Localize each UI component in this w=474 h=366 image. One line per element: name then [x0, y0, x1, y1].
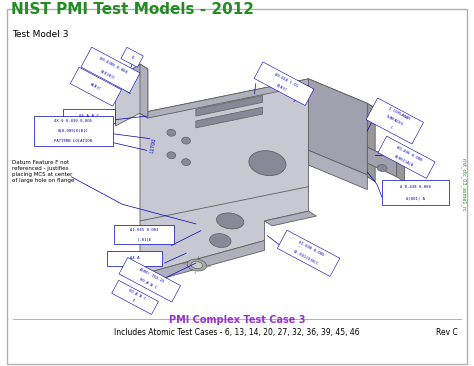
Polygon shape	[116, 64, 148, 85]
Polygon shape	[140, 64, 148, 118]
Ellipse shape	[167, 129, 176, 136]
FancyBboxPatch shape	[70, 67, 121, 106]
Text: ⊙|002|A|B: ⊙|002|A|B	[394, 154, 415, 168]
Text: ⊙0.010 1.01: ⊙0.010 1.01	[273, 72, 299, 88]
Text: ⌀1.065 0.003: ⌀1.065 0.003	[130, 228, 158, 232]
FancyBboxPatch shape	[107, 251, 162, 266]
Text: nist_ctc_03_asme1_rc: nist_ctc_03_asme1_rc	[461, 158, 466, 212]
Ellipse shape	[249, 151, 286, 176]
FancyBboxPatch shape	[121, 47, 143, 67]
FancyBboxPatch shape	[34, 116, 113, 146]
Text: L1700: L1700	[150, 138, 157, 153]
Ellipse shape	[210, 234, 231, 247]
Text: NIST PMI Test Models - 2012: NIST PMI Test Models - 2012	[10, 2, 254, 17]
Text: 00 A B C: 00 A B C	[128, 288, 146, 300]
Polygon shape	[140, 79, 309, 221]
Ellipse shape	[191, 261, 203, 269]
Text: Datum Feature F not
referenced - justifies
placing MCS at center
of large hole o: Datum Feature F not referenced - justifi…	[11, 160, 74, 183]
FancyBboxPatch shape	[114, 225, 174, 244]
Ellipse shape	[187, 259, 207, 271]
Polygon shape	[367, 147, 405, 164]
Text: ⌀4 A: ⌀4 A	[130, 256, 139, 260]
Text: D: D	[130, 55, 134, 60]
Ellipse shape	[217, 213, 244, 229]
Ellipse shape	[182, 159, 191, 165]
Polygon shape	[367, 147, 397, 177]
FancyBboxPatch shape	[112, 280, 158, 314]
Text: ⊙|001| A: ⊙|001| A	[406, 197, 425, 201]
Polygon shape	[309, 79, 375, 108]
FancyBboxPatch shape	[254, 62, 314, 105]
Text: PMI Complex Test Case 3: PMI Complex Test Case 3	[169, 315, 305, 325]
Text: ⊙|0.009|D|B|C: ⊙|0.009|D|B|C	[58, 129, 89, 133]
Text: ⊙0.4388 0.008: ⊙0.4388 0.008	[99, 56, 128, 74]
Text: D|B|C: D|B|C	[276, 83, 288, 92]
Text: 00 A B C: 00 A B C	[138, 277, 157, 290]
Polygon shape	[196, 107, 263, 128]
Text: E: E	[131, 298, 136, 303]
Ellipse shape	[182, 137, 191, 144]
Text: ⌀5 A B C: ⌀5 A B C	[79, 114, 99, 118]
FancyBboxPatch shape	[63, 109, 115, 123]
FancyBboxPatch shape	[7, 9, 467, 364]
Text: ⌀500/.75X.25: ⌀500/.75X.25	[138, 268, 165, 284]
Polygon shape	[309, 79, 367, 175]
Text: ⊙|D|B|C: ⊙|D|B|C	[100, 69, 116, 81]
FancyBboxPatch shape	[81, 47, 140, 93]
Text: SURFACES: SURFACES	[385, 115, 404, 127]
Polygon shape	[140, 79, 316, 118]
Text: ⊙|.001|D|B|C: ⊙|.001|D|B|C	[293, 249, 320, 266]
Polygon shape	[264, 211, 316, 226]
Text: C: C	[389, 126, 393, 130]
Text: Rev C: Rev C	[436, 328, 457, 337]
Text: PATTERN LOCATION: PATTERN LOCATION	[55, 139, 92, 143]
Polygon shape	[397, 160, 405, 182]
Text: 01.000 0.005: 01.000 0.005	[297, 240, 324, 257]
Text: 4X ⊙ 0.030 0.006: 4X ⊙ 0.030 0.006	[55, 119, 92, 123]
Text: 2 COPLANAR: 2 COPLANAR	[387, 107, 410, 122]
Polygon shape	[367, 103, 375, 182]
Polygon shape	[116, 64, 148, 126]
Text: |-01|E: |-01|E	[137, 237, 151, 241]
Polygon shape	[309, 150, 367, 190]
Ellipse shape	[377, 165, 387, 172]
Text: ⊙ 0.438 0.008: ⊙ 0.438 0.008	[400, 185, 431, 188]
FancyBboxPatch shape	[366, 98, 423, 144]
FancyBboxPatch shape	[119, 258, 181, 302]
Text: Test Model 3: Test Model 3	[13, 30, 69, 39]
Polygon shape	[140, 187, 309, 275]
FancyBboxPatch shape	[277, 230, 340, 276]
FancyBboxPatch shape	[382, 180, 449, 205]
Polygon shape	[140, 240, 264, 285]
Text: Includes Atomic Test Cases - 6, 13, 14, 20, 27, 32, 36, 39, 45, 46: Includes Atomic Test Cases - 6, 13, 14, …	[114, 328, 360, 337]
Text: ⊙0.406 0.000: ⊙0.406 0.000	[395, 145, 422, 162]
FancyBboxPatch shape	[378, 136, 435, 178]
Ellipse shape	[167, 152, 176, 159]
Polygon shape	[196, 96, 263, 116]
Text: A|B|C: A|B|C	[90, 82, 102, 91]
